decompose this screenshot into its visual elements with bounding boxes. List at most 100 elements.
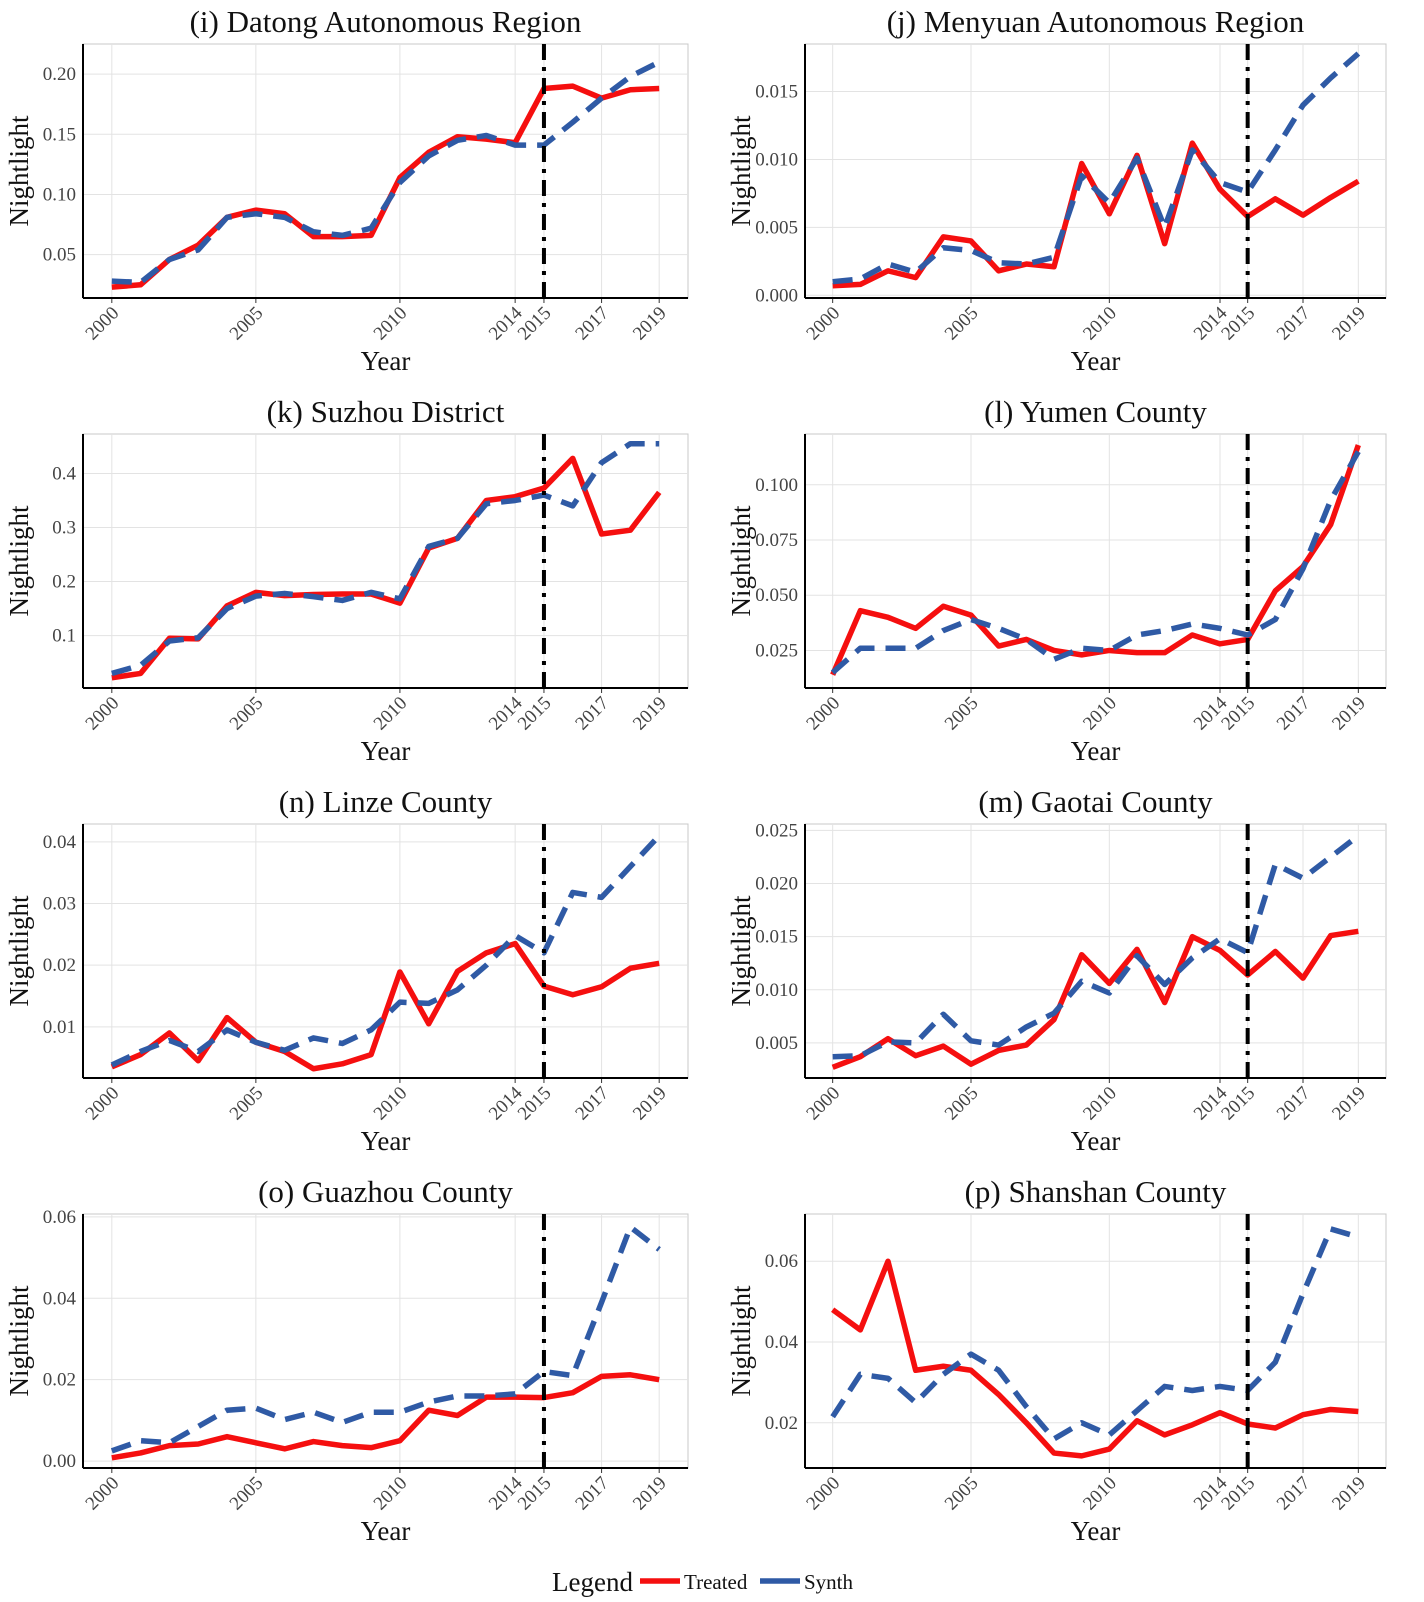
x-axis-label: Year <box>361 736 411 766</box>
panel-title: (j) Menyuan Autonomous Region <box>887 4 1305 39</box>
panel: (n) Linze County 0.01 0.02 0.03 0.04 2000 2005… <box>4 784 689 1156</box>
x-tick-label: 2015 <box>514 1083 556 1125</box>
y-tick-label: 0.010 <box>755 149 798 170</box>
x-tick-label: 2017 <box>571 693 613 735</box>
series-line <box>110 940 660 1072</box>
y-tick-label: 0.025 <box>755 820 798 841</box>
x-tick-label: 2000 <box>802 303 844 345</box>
x-tick-label: 2005 <box>941 1473 983 1515</box>
panel-title: (m) Gaotai County <box>978 784 1213 819</box>
x-tick-label: 2019 <box>1328 303 1370 345</box>
x-tick-label: 2000 <box>802 1473 844 1515</box>
x-tick-label: 2000 <box>82 693 124 735</box>
x-axis-label: Year <box>361 1516 411 1546</box>
series-line <box>830 1226 1360 1442</box>
y-tick-label: 0.20 <box>43 64 76 85</box>
series-line <box>111 440 660 677</box>
y-tick-label: 0.06 <box>43 1207 76 1228</box>
x-tick-label: 2015 <box>1217 693 1259 735</box>
x-tick-label: 2015 <box>1217 1473 1259 1515</box>
x-axis-label: Year <box>1071 1126 1121 1156</box>
y-tick-label: 0.02 <box>765 1413 798 1434</box>
y-tick-label: 0.04 <box>43 1288 77 1309</box>
series-line <box>110 1224 661 1454</box>
panel: (m) Gaotai County 0.005 0.010 0.015 0.020 0.0… <box>726 784 1387 1156</box>
x-tick-label: 2010 <box>1079 1083 1121 1125</box>
x-tick-label: 2019 <box>1328 693 1370 735</box>
series-line <box>830 450 1361 675</box>
x-tick-label: 2017 <box>1273 1083 1315 1125</box>
panel-title: (p) Shanshan County <box>965 1174 1227 1209</box>
panel-title: (i) Datong Autonomous Region <box>190 4 582 39</box>
x-tick-label: 2019 <box>629 1083 671 1125</box>
x-tick-label: 2010 <box>1079 1473 1121 1515</box>
panel: (l) Yumen County 0.025 0.050 0.075 0.100 2000… <box>726 394 1387 766</box>
y-tick-label: 0.005 <box>755 1033 798 1054</box>
x-tick-label: 2005 <box>941 693 983 735</box>
y-tick-label: 0.04 <box>43 832 77 853</box>
y-tick-label: 0.00 <box>43 1451 76 1472</box>
series-line <box>111 1372 660 1461</box>
y-tick-label: 0.025 <box>755 640 798 661</box>
plot-frame <box>82 433 689 689</box>
series-line <box>832 833 1361 1060</box>
x-tick-label: 2017 <box>1273 693 1315 735</box>
y-tick-label: 0.015 <box>755 927 798 948</box>
series-line <box>830 444 1361 676</box>
y-tick-label: 0.075 <box>755 530 798 551</box>
x-tick-label: 2017 <box>571 303 613 345</box>
x-tick-label: 2010 <box>1079 303 1121 345</box>
x-axis-label: Year <box>1071 1516 1121 1546</box>
y-tick-label: 0.15 <box>43 124 76 145</box>
panel: (i) Datong Autonomous Region 0.05 0.10 0.15… <box>4 4 689 376</box>
y-tick-label: 0.4 <box>52 463 76 484</box>
x-tick-label: 2010 <box>370 1473 412 1515</box>
x-tick-label: 2000 <box>82 1083 124 1125</box>
panel: (o) Guazhou County 0.00 0.02 0.04 0.06 2000 20… <box>4 1174 689 1546</box>
y-tick-label: 0.03 <box>43 894 76 915</box>
y-tick-label: 0.05 <box>43 245 76 266</box>
panel-title: (l) Yumen County <box>984 394 1207 429</box>
y-tick-label: 0.10 <box>43 184 76 205</box>
y-tick-label: 0.1 <box>52 626 76 647</box>
x-tick-label: 2005 <box>226 1083 268 1125</box>
legend-label: Treated <box>684 1570 748 1594</box>
x-tick-label: 2010 <box>1079 693 1121 735</box>
x-tick-label: 2017 <box>1273 303 1315 345</box>
legend-label: Synth <box>804 1570 854 1594</box>
x-tick-label: 2005 <box>226 303 268 345</box>
series-line <box>110 833 662 1068</box>
series-line <box>831 928 1359 1070</box>
series-line <box>831 1258 1359 1459</box>
panel: (j) Menyuan Autonomous Region 0.000 0.005 0… <box>726 4 1387 376</box>
x-tick-label: 2010 <box>370 1083 412 1125</box>
y-tick-label: 0.005 <box>755 217 798 238</box>
panel-title: (k) Suzhou District <box>267 394 505 429</box>
series-line <box>832 51 1361 285</box>
x-tick-label: 2015 <box>514 1473 556 1515</box>
x-tick-label: 2000 <box>802 693 844 735</box>
x-tick-label: 2019 <box>1328 1083 1370 1125</box>
y-tick-label: 0.06 <box>765 1251 798 1272</box>
x-tick-label: 2000 <box>82 1473 124 1515</box>
x-tick-label: 2005 <box>941 1083 983 1125</box>
x-tick-label: 2015 <box>514 303 556 345</box>
x-tick-label: 2010 <box>370 693 412 735</box>
y-tick-label: 0.050 <box>755 585 798 606</box>
x-tick-label: 2005 <box>941 303 983 345</box>
y-tick-label: 0.015 <box>755 82 798 103</box>
y-tick-label: 0.02 <box>43 955 76 976</box>
y-axis-label: Nightlight <box>726 505 756 617</box>
y-axis-label: Nightlight <box>726 895 756 1007</box>
x-tick-label: 2000 <box>82 303 124 345</box>
series-line <box>832 140 1360 289</box>
panel-title: (n) Linze County <box>279 784 493 819</box>
y-tick-label: 0.100 <box>755 475 798 496</box>
x-tick-label: 2019 <box>629 1473 671 1515</box>
y-axis-label: Nightlight <box>4 505 34 617</box>
legend-title: Legend <box>552 1567 633 1597</box>
x-tick-label: 2017 <box>1273 1473 1315 1515</box>
panel: (k) Suzhou District 0.1 0.2 0.3 0.4 2000 2005 2… <box>4 394 689 766</box>
y-tick-label: 0.010 <box>755 980 798 1001</box>
